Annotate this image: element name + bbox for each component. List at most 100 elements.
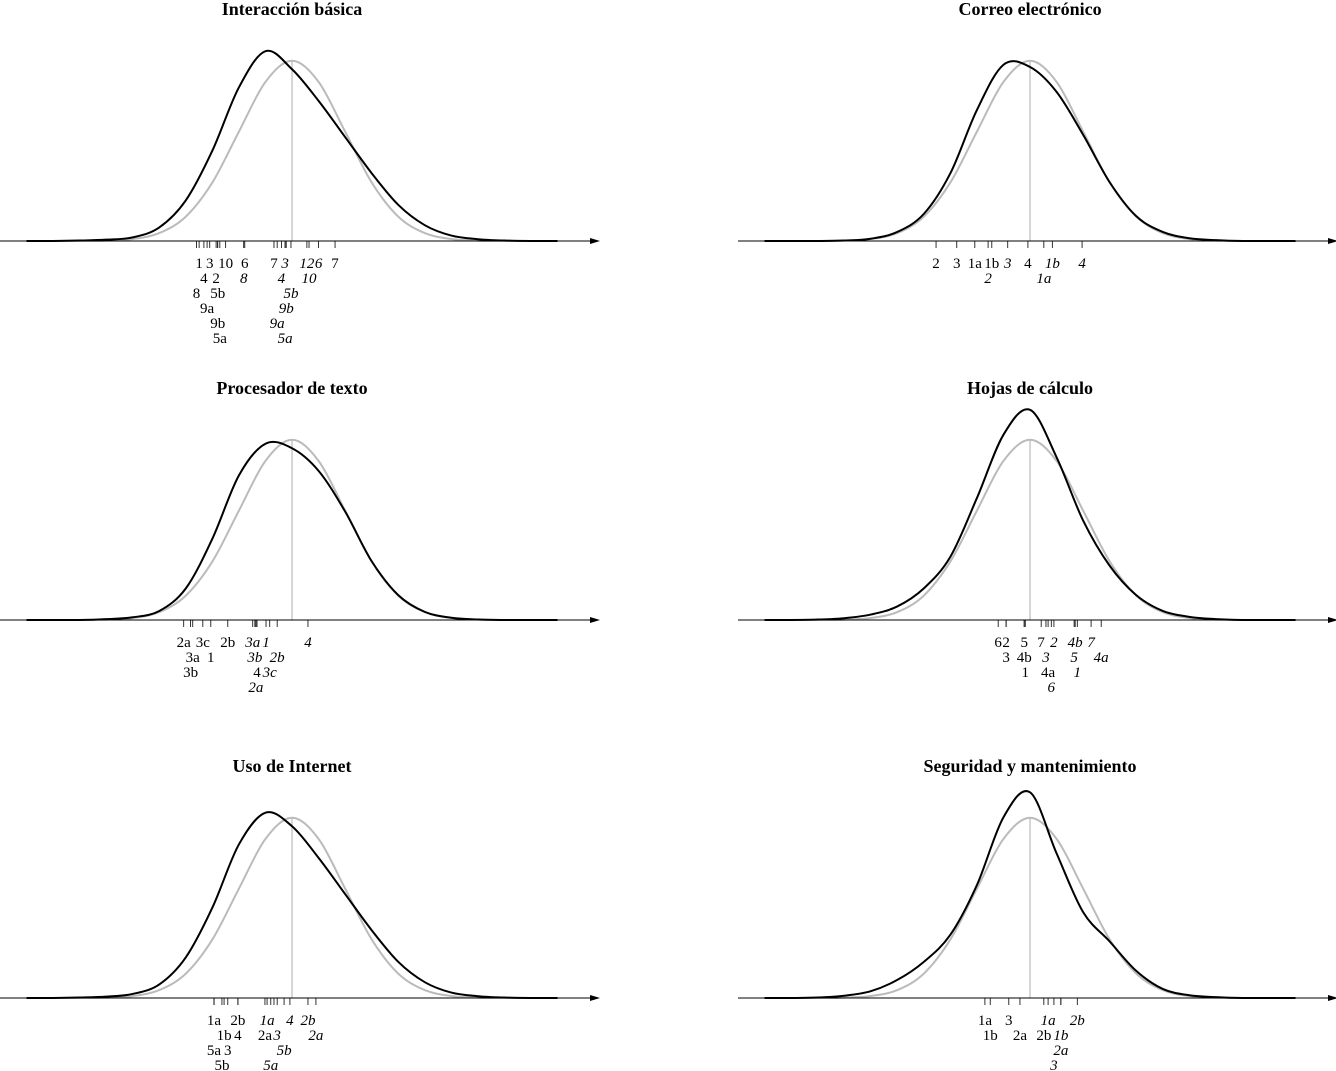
item-label: 2a xyxy=(1053,1043,1068,1059)
axis-arrow xyxy=(1328,995,1336,1001)
item-label: 9b xyxy=(279,301,295,317)
item-label: 10 xyxy=(218,256,233,272)
item-label: 6 xyxy=(315,256,323,272)
panel-title: Interacción básica xyxy=(222,0,362,19)
item-label: 7 xyxy=(1087,635,1096,651)
density-curve xyxy=(764,408,1296,622)
item-label: 4 xyxy=(200,271,208,287)
item-label: 4a xyxy=(1094,650,1109,666)
axis-arrow xyxy=(590,238,600,244)
panel-title: Correo electrónico xyxy=(958,0,1101,19)
density-curve xyxy=(26,49,558,243)
item-label: 2b xyxy=(230,1013,245,1029)
item-label: 6 xyxy=(1048,680,1056,696)
item-label: 1a xyxy=(968,256,983,272)
density-curve xyxy=(26,816,558,1000)
item-label: 5b xyxy=(210,286,225,302)
item-label: 1 xyxy=(1022,665,1030,681)
item-label: 12 xyxy=(299,256,315,272)
density-curve xyxy=(26,811,558,1000)
item-label: 1b xyxy=(983,1028,998,1044)
item-label: 3 xyxy=(1002,650,1010,666)
axis-arrow xyxy=(1328,238,1336,244)
item-label: 6 xyxy=(241,256,249,272)
item-label: 2a xyxy=(258,1028,273,1044)
panel-title: Hojas de cálculo xyxy=(967,378,1093,398)
item-label: 2 xyxy=(212,271,220,287)
item-label: 4 xyxy=(286,1013,294,1029)
item-label: 4b xyxy=(1017,650,1032,666)
item-label: 3 xyxy=(953,256,961,272)
item-label: 5b xyxy=(214,1058,229,1071)
item-label: 3b xyxy=(246,650,263,666)
item-label: 8 xyxy=(240,271,248,287)
item-label: 10 xyxy=(302,271,318,287)
density-curve xyxy=(26,440,558,622)
density-curve xyxy=(764,790,1296,1000)
item-label: 4b xyxy=(1068,635,1084,651)
panel-title: Uso de Internet xyxy=(233,756,352,776)
item-label: 4 xyxy=(234,1028,242,1044)
item-label: 1 xyxy=(207,650,215,666)
item-label: 4 xyxy=(1078,256,1086,272)
item-label: 2a xyxy=(1013,1028,1028,1044)
item-label: 1b xyxy=(1053,1028,1069,1044)
panel-title: Procesador de texto xyxy=(216,378,367,398)
item-label: 1 xyxy=(195,256,203,272)
item-label: 5b xyxy=(277,1043,293,1059)
item-label: 4 xyxy=(253,665,261,681)
item-label: 3c xyxy=(196,635,211,651)
item-label: 1a xyxy=(260,1013,275,1029)
item-label: 5a xyxy=(213,331,228,347)
item-label: 2b xyxy=(1036,1028,1051,1044)
item-label: 2b xyxy=(1070,1013,1086,1029)
item-label: 5 xyxy=(1070,650,1078,666)
item-label: 1b xyxy=(1045,256,1061,272)
item-label: 2b xyxy=(300,1013,316,1029)
item-label: 2a xyxy=(248,680,263,696)
item-label: 3b xyxy=(183,665,198,681)
item-label: 5 xyxy=(1020,635,1028,651)
item-label: 2 xyxy=(1050,635,1058,651)
item-label: 1b xyxy=(217,1028,232,1044)
item-label: 5b xyxy=(283,286,299,302)
panel-title: Seguridad y mantenimiento xyxy=(924,756,1137,776)
item-label: 9b xyxy=(210,316,225,332)
item-label: 2 xyxy=(932,256,940,272)
item-label: 2 xyxy=(1002,635,1010,651)
density-curve xyxy=(26,59,558,243)
item-label: 9a xyxy=(270,316,285,332)
item-label: 3c xyxy=(262,665,278,681)
item-label: 1a xyxy=(1041,1013,1056,1029)
item-label: 3 xyxy=(1005,1013,1013,1029)
item-label: 1 xyxy=(1074,665,1082,681)
item-label: 5a xyxy=(207,1043,222,1059)
item-label: 2b xyxy=(270,650,286,666)
item-label: 7 xyxy=(331,256,339,272)
item-label: 3 xyxy=(1049,1058,1058,1071)
item-label: 3 xyxy=(1041,650,1050,666)
item-label: 1a xyxy=(207,1013,222,1029)
item-label: 2a xyxy=(308,1028,323,1044)
item-label: 5a xyxy=(263,1058,278,1071)
item-label: 1 xyxy=(262,635,270,651)
item-label: 4 xyxy=(304,635,312,651)
axis-arrow xyxy=(590,995,600,1001)
item-label: 3 xyxy=(224,1043,232,1059)
item-label: 4 xyxy=(278,271,286,287)
item-label: 8 xyxy=(193,286,201,302)
item-label: 3 xyxy=(280,256,289,272)
item-label: 4 xyxy=(1024,256,1032,272)
item-label: 2b xyxy=(220,635,235,651)
item-label: 3a xyxy=(186,650,201,666)
item-label: 3 xyxy=(272,1028,281,1044)
item-label: 5a xyxy=(278,331,293,347)
item-label: 3 xyxy=(1003,256,1012,272)
item-label: 2a xyxy=(177,635,192,651)
density-curve xyxy=(764,60,1296,243)
item-label: 2 xyxy=(984,271,992,287)
axis-arrow xyxy=(590,617,600,623)
axis-arrow xyxy=(1328,617,1336,623)
item-label: 1a xyxy=(978,1013,993,1029)
